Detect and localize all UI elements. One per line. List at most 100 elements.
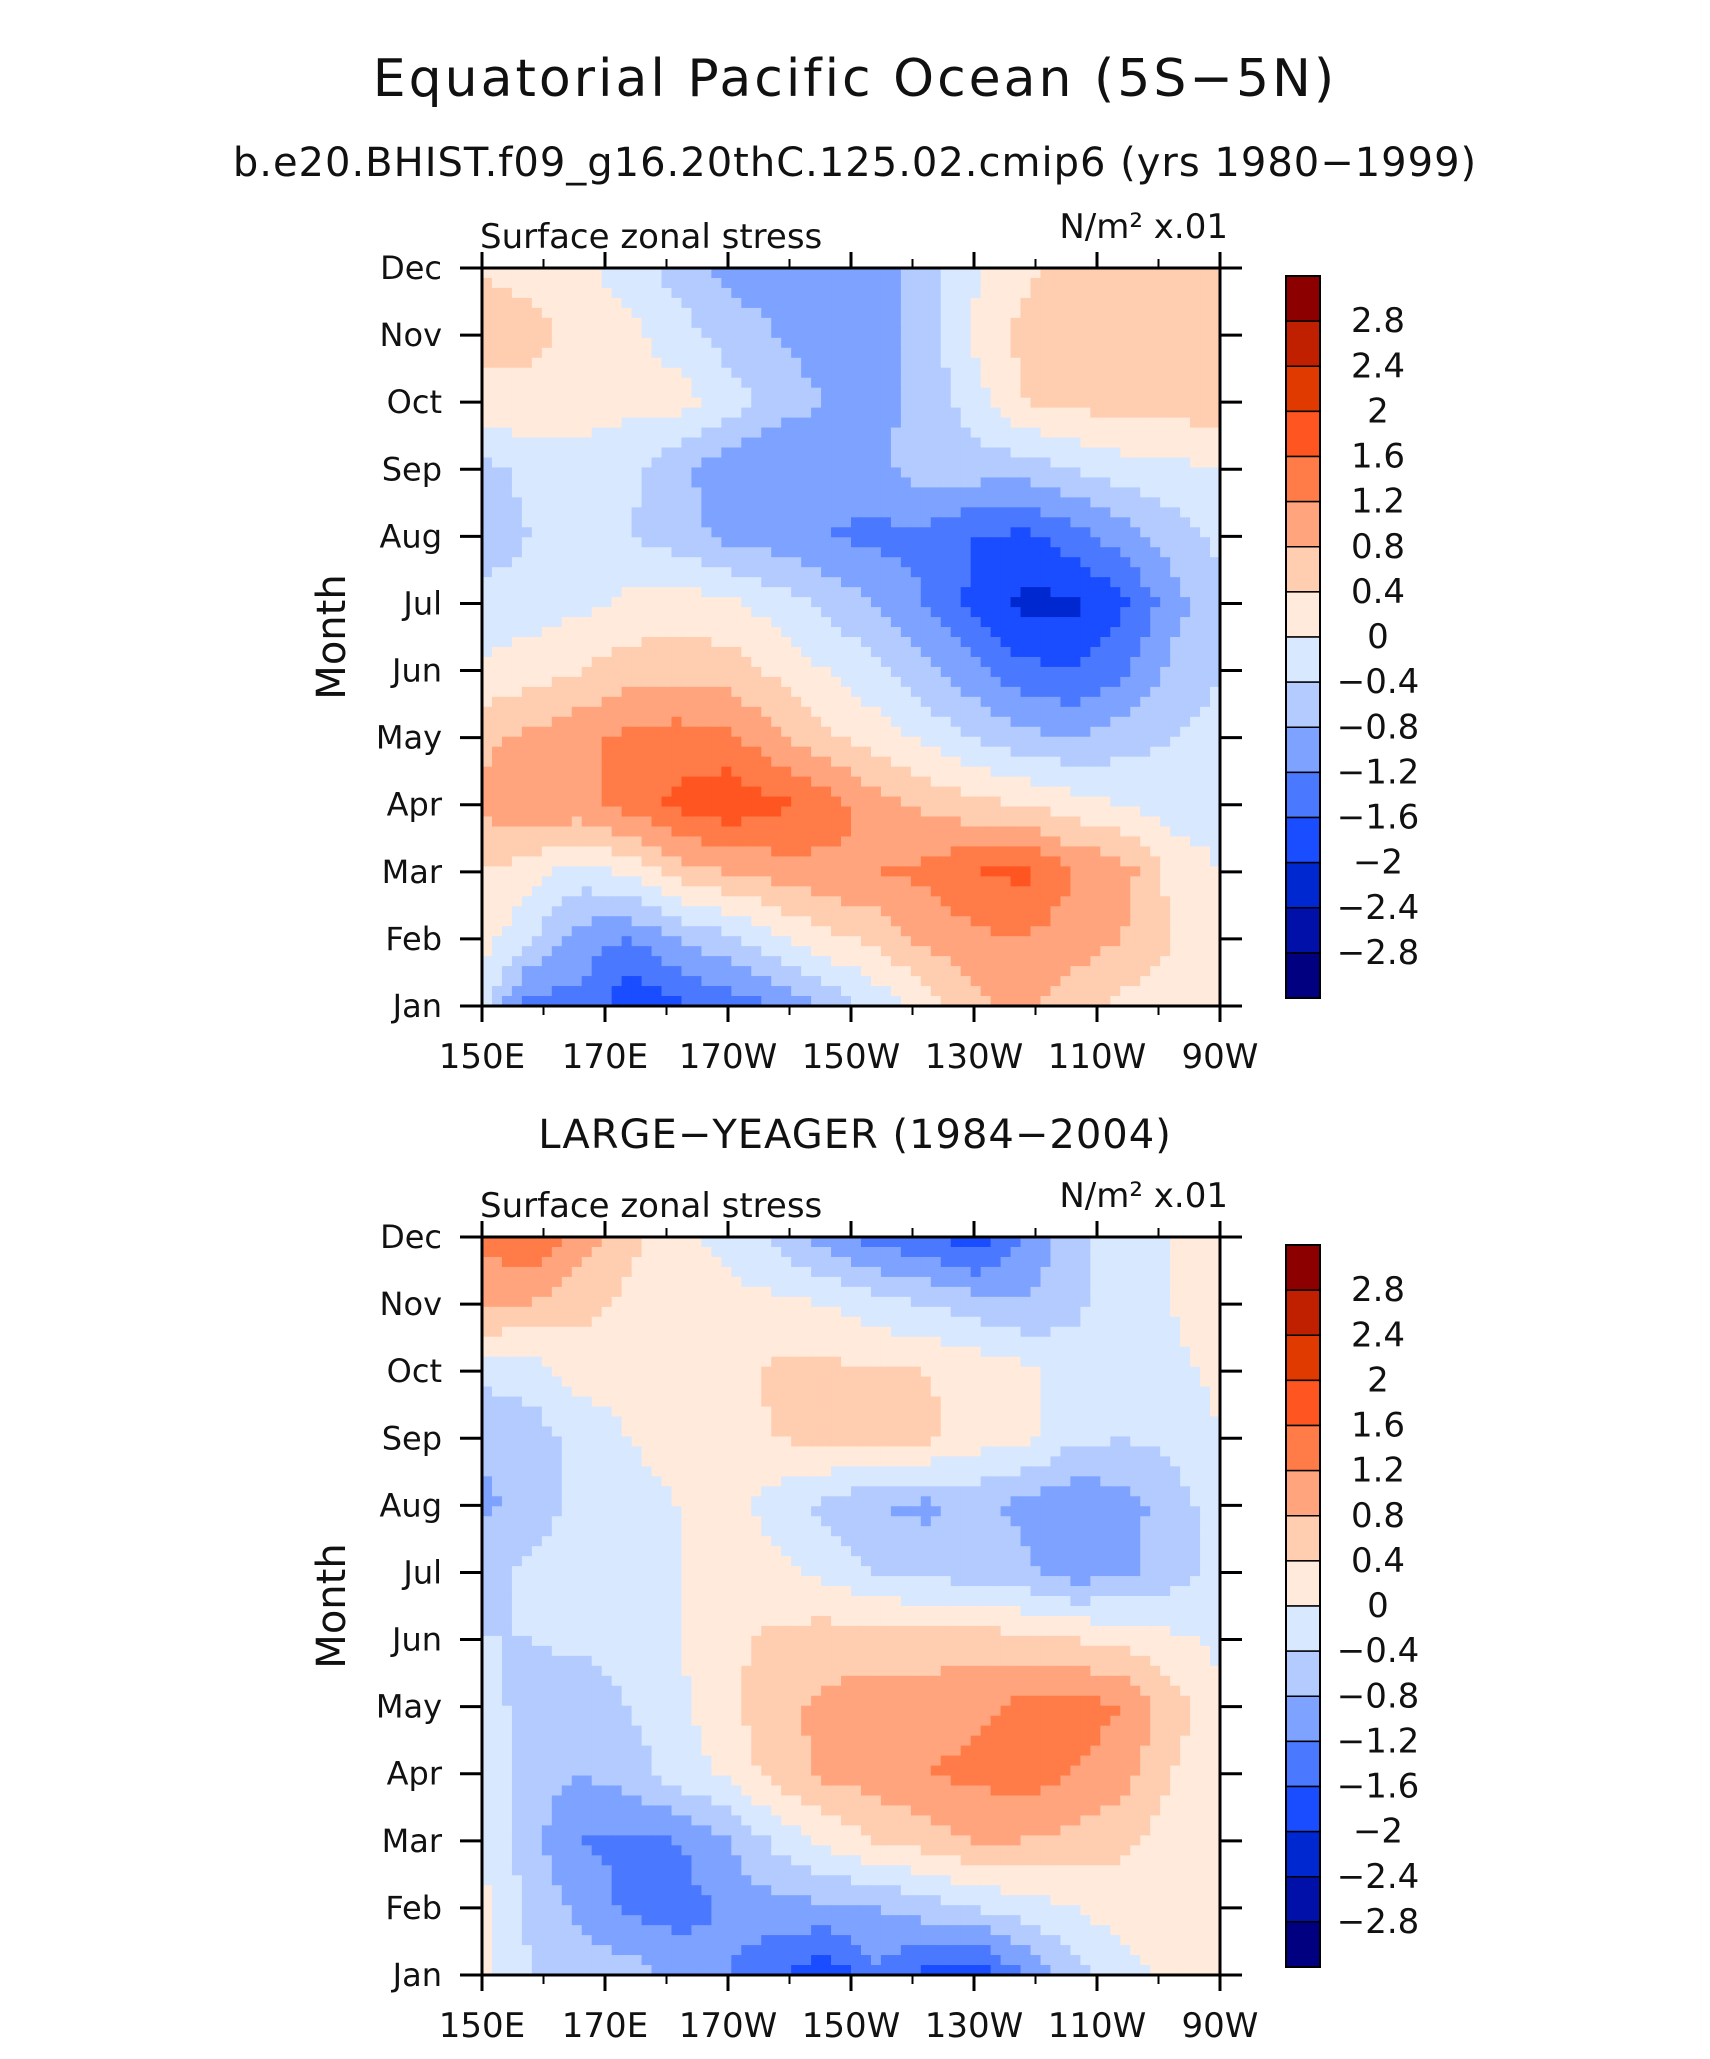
contour-cell (671, 317, 683, 329)
contour-cell (940, 457, 952, 469)
contour-cell (601, 477, 613, 488)
contour-cell (960, 487, 972, 498)
contour-cell (1080, 577, 1091, 588)
contour-cell (591, 766, 603, 778)
contour-cell (701, 846, 712, 857)
contour-cell (1040, 467, 1052, 479)
contour-cell (681, 617, 693, 628)
contour-cell (1180, 307, 1191, 319)
contour-cell (591, 716, 603, 728)
contour-cell (482, 337, 493, 349)
contour-cell (841, 826, 852, 838)
contour-cell (950, 906, 962, 917)
contour-cell (801, 357, 812, 369)
contour-cell (1090, 277, 1101, 289)
contour-cell (890, 836, 902, 848)
contour-cell (1160, 776, 1171, 788)
contour-cell (1000, 826, 1012, 838)
contour-cell (651, 676, 663, 688)
contour-cell (910, 656, 922, 668)
contour-cell (980, 417, 992, 429)
contour-cell (501, 447, 513, 459)
contour-cell (970, 756, 982, 768)
contour-cell (791, 826, 802, 838)
contour-cell (482, 926, 493, 937)
contour-cell (641, 766, 653, 778)
contour-cell (841, 746, 852, 758)
contour-cell (1120, 656, 1131, 668)
contour-cell (1130, 856, 1141, 867)
contour-cell (1100, 407, 1111, 419)
contour-cell (841, 407, 852, 419)
contour-cell (1030, 627, 1042, 638)
contour-cell (1030, 876, 1042, 887)
contour-cell (1160, 447, 1171, 459)
contour-cell (1140, 886, 1151, 897)
contour-cell (920, 268, 932, 279)
contour-cell (491, 637, 503, 648)
contour-cell (691, 497, 702, 508)
contour-cell (701, 337, 712, 349)
contour-cell (791, 317, 802, 329)
contour-cell (581, 277, 593, 289)
contour-cell (1170, 597, 1181, 608)
contour-cell (571, 397, 583, 409)
contour-cell (781, 327, 792, 339)
contour-cell (781, 756, 792, 768)
contour-cell (1120, 676, 1131, 688)
contour-cell (491, 716, 503, 728)
contour-cell (1170, 517, 1181, 528)
contour-cell (571, 347, 583, 359)
contour-cell (1150, 617, 1161, 628)
contour-cell (601, 377, 613, 389)
contour-cell (890, 587, 902, 598)
contour-cell (1200, 307, 1211, 319)
contour-cell (651, 666, 663, 678)
contour-cell (691, 896, 702, 907)
contour-cell (1070, 656, 1081, 668)
contour-cell (1030, 646, 1042, 658)
contour-cell (970, 696, 982, 708)
contour-cell (741, 337, 752, 349)
contour-cell (1100, 268, 1111, 279)
contour-cell (1150, 856, 1161, 867)
contour-cell (920, 856, 932, 867)
contour-cell (511, 407, 523, 419)
contour-cell (661, 806, 673, 818)
contour-cell (1040, 916, 1052, 927)
contour-cell (1150, 317, 1161, 329)
contour-cell (890, 277, 902, 289)
contour-cell (491, 467, 503, 479)
contour-cell (681, 607, 693, 618)
contour-cell (920, 756, 932, 768)
contour-cell (1140, 607, 1151, 618)
contour-cell (541, 437, 553, 449)
contour-cell (541, 637, 553, 648)
contour-cell (551, 627, 563, 638)
contour-cell (631, 407, 643, 419)
contour-cell (851, 467, 862, 479)
contour-cell (1210, 367, 1221, 379)
contour-cell (910, 916, 922, 927)
contour-cell (771, 796, 782, 808)
contour-cell (571, 357, 583, 369)
contour-cell (561, 417, 573, 429)
contour-cell (1190, 417, 1201, 429)
contour-cell (1130, 617, 1141, 628)
contour-cell (1190, 567, 1201, 578)
contour-cell (880, 487, 892, 498)
contour-cell (671, 427, 683, 439)
contour-cell (541, 796, 553, 808)
contour-cell (741, 637, 752, 648)
contour-cell (990, 896, 1002, 907)
contour-cell (1130, 277, 1141, 289)
contour-cell (581, 477, 593, 488)
contour-cell (571, 836, 583, 848)
contour-cell (841, 796, 852, 808)
contour-cell (561, 666, 573, 678)
contour-cell (681, 856, 693, 867)
contour-cell (591, 706, 603, 718)
contour-cell (761, 387, 772, 399)
contour-cell (980, 806, 992, 818)
contour-cell (831, 497, 842, 508)
